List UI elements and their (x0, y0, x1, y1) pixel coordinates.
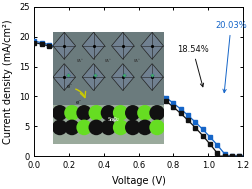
Text: 20.03%: 20.03% (214, 21, 246, 93)
X-axis label: Voltage (V): Voltage (V) (111, 176, 165, 186)
Text: 18.54%: 18.54% (176, 45, 208, 87)
Y-axis label: Current density (mA/cm²): Current density (mA/cm²) (4, 19, 13, 144)
